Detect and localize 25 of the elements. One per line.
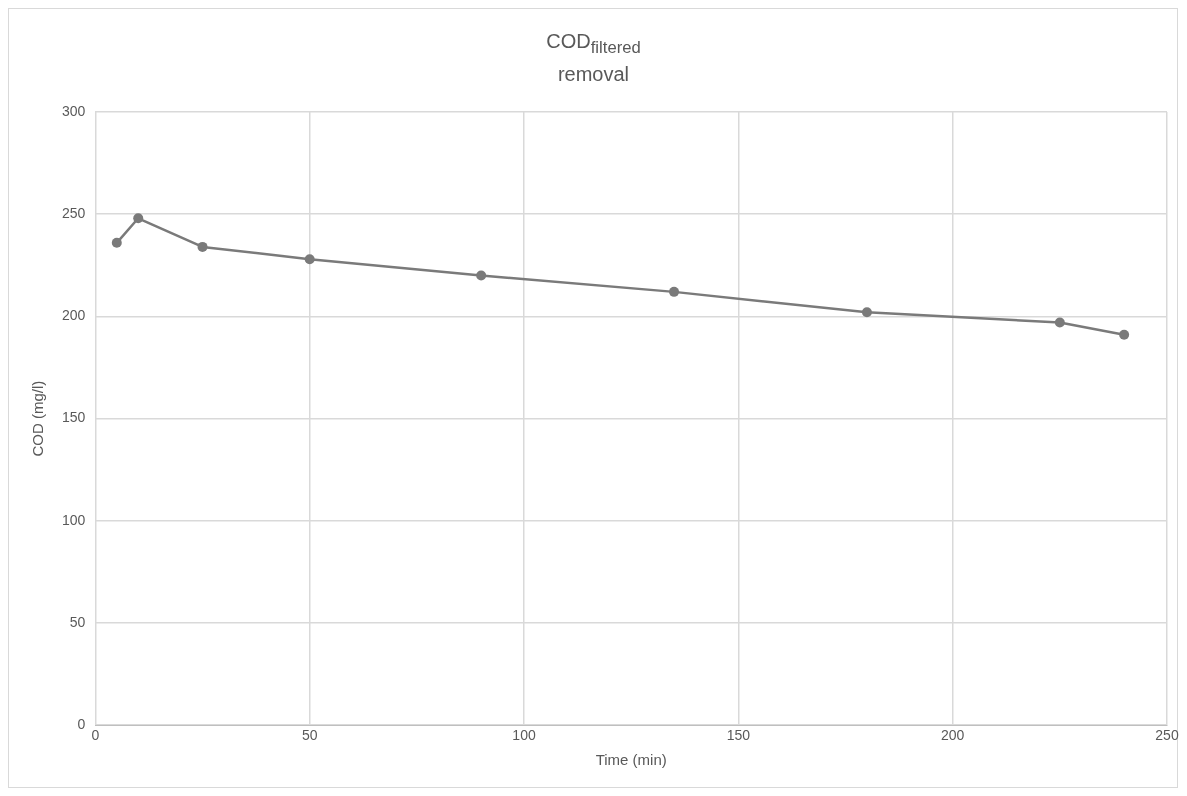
x-tick-label: 150	[726, 727, 751, 744]
y-tick-label: 150	[62, 409, 86, 426]
x-tick-label: 50	[301, 727, 318, 744]
x-tick-label: 200	[940, 727, 965, 744]
y-axis-title: COD (mg/l)	[29, 380, 47, 457]
y-tick-label: 0	[77, 716, 86, 733]
point	[197, 241, 208, 252]
x-tick-label: 0	[91, 727, 100, 744]
point	[1119, 329, 1130, 340]
x-axis-title: Time (min)	[595, 751, 667, 769]
x-tick-label: 100	[512, 727, 536, 744]
point	[304, 254, 315, 265]
y-tick-label: 100	[62, 511, 86, 528]
point	[669, 286, 680, 297]
point	[1054, 317, 1065, 328]
y-tick-label: 300	[62, 102, 86, 119]
point	[476, 270, 487, 281]
y-tick-label: 250	[62, 205, 86, 222]
y-tick-label: 200	[62, 307, 86, 324]
y-tick-label: 50	[69, 613, 86, 630]
chart-title: COD$_{filtered}$ removal	[545, 29, 642, 87]
point	[133, 213, 144, 224]
point	[111, 237, 122, 248]
point	[861, 307, 872, 318]
x-tick-label: 250	[1155, 727, 1179, 744]
